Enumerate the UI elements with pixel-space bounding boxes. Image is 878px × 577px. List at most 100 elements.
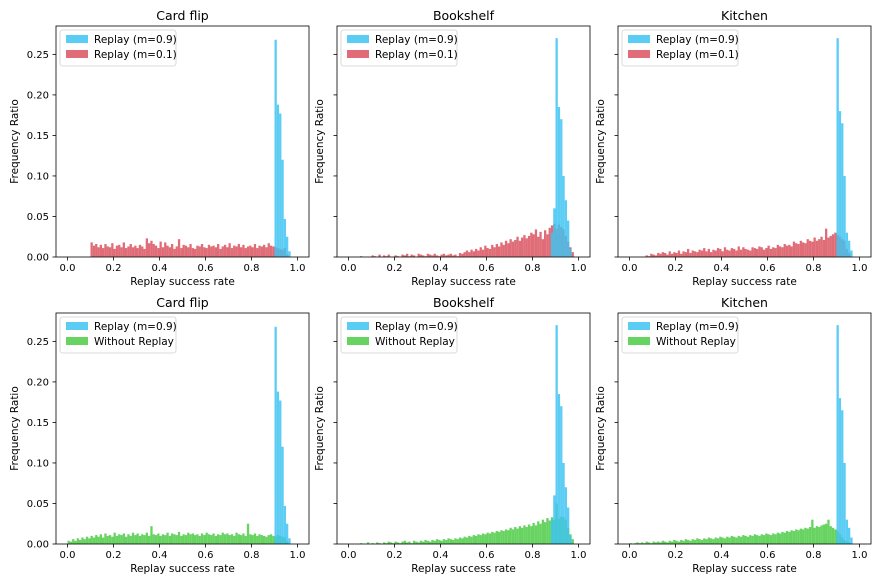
series-bars	[550, 38, 572, 257]
histogram-bar	[97, 247, 100, 257]
histogram-bar	[477, 534, 480, 544]
histogram-bar	[829, 235, 832, 257]
histogram-bar	[122, 242, 125, 257]
histogram-bar	[157, 533, 160, 544]
histogram-bar	[371, 543, 374, 544]
histogram-bar	[675, 252, 678, 257]
histogram-bar	[774, 534, 777, 544]
histogram-bar	[836, 325, 839, 544]
legend-swatch	[347, 50, 369, 58]
x-tick-label: 0.8	[244, 550, 260, 561]
histogram-bar	[753, 248, 756, 257]
histogram-bar	[829, 526, 832, 544]
histogram-bar	[514, 239, 517, 257]
x-tick-label: 0.8	[244, 263, 260, 274]
histogram-bar	[498, 531, 501, 544]
histogram-bar	[104, 533, 107, 544]
histogram-bar	[728, 250, 731, 257]
histogram-bar	[90, 535, 93, 544]
histogram-bar	[249, 534, 252, 544]
histogram-bar	[680, 539, 683, 544]
histogram-bar	[189, 244, 192, 257]
histogram-bar	[548, 227, 551, 257]
chart-title: Card flip	[156, 295, 209, 310]
histogram-bar	[661, 252, 664, 257]
x-tick-label: 0.0	[622, 263, 638, 274]
histogram-bar	[825, 523, 828, 544]
x-tick-label: 1.0	[852, 263, 868, 274]
legend-entry: Replay (m=0.9)	[94, 34, 177, 46]
histogram-bar	[148, 243, 151, 257]
histogram-bar	[166, 245, 169, 257]
histogram-bar	[194, 535, 197, 544]
histogram-bar	[127, 534, 130, 544]
histogram-bar	[723, 247, 727, 257]
histogram-bar	[244, 248, 247, 257]
histogram-bar	[438, 256, 441, 257]
histogram-bar	[449, 253, 452, 257]
histogram-bar	[659, 253, 662, 257]
histogram-bar	[495, 244, 498, 257]
histogram-bar	[767, 534, 770, 544]
histogram-bar	[396, 542, 400, 544]
histogram-bar	[790, 246, 793, 257]
y-tick-label: 0.00	[27, 253, 49, 264]
histogram-bar	[532, 234, 535, 257]
histogram-bar	[152, 244, 155, 257]
histogram-bar	[171, 533, 174, 544]
y-tick-label: 0.15	[27, 131, 49, 142]
histogram-bar	[81, 537, 84, 544]
histogram-bar	[99, 244, 102, 257]
histogram-bar	[445, 255, 448, 257]
histogram-bar	[472, 251, 475, 257]
histogram-bar	[843, 175, 846, 257]
histogram-bar	[246, 523, 250, 544]
legend: Replay (m=0.9) Replay (m=0.1)	[621, 29, 739, 67]
chart-panel: 0.0 0.2 0.4 0.6 0.8 1.0 Kitchen Replay success …	[595, 295, 872, 575]
histogram-bar	[180, 248, 183, 257]
histogram-bar	[500, 530, 503, 544]
histogram-bar	[684, 252, 687, 257]
legend-swatch	[66, 337, 88, 345]
histogram-bar	[83, 539, 86, 544]
histogram-bar	[433, 540, 436, 544]
series-bars	[360, 503, 574, 544]
histogram-bar	[802, 242, 805, 257]
histogram-bar	[841, 410, 844, 544]
histogram-bar	[691, 539, 694, 544]
histogram-bar	[440, 540, 443, 544]
histogram-bar	[461, 538, 464, 544]
histogram-bar	[546, 518, 549, 544]
histogram-bar	[696, 538, 699, 544]
histogram-bar	[744, 248, 747, 257]
histogram-bar	[406, 542, 409, 544]
histogram-bar	[263, 535, 266, 544]
histogram-bar	[523, 525, 526, 544]
histogram-bar	[92, 537, 96, 544]
histogram-bar	[419, 540, 423, 544]
histogram-bar	[435, 255, 439, 257]
histogram-bar	[758, 535, 761, 544]
x-tick-label: 0.8	[806, 263, 822, 274]
histogram-bar	[776, 532, 779, 544]
chart-panel: 0.0 0.2 0.4 0.6 0.8 1.0 Bookshelf Replay succes…	[314, 295, 591, 575]
histogram-bar	[707, 537, 710, 544]
histogram-bar	[555, 38, 558, 257]
histogram-bar	[550, 519, 554, 544]
histogram-bar	[650, 253, 653, 257]
histogram-bar	[410, 543, 413, 544]
histogram-bar	[553, 208, 556, 257]
histogram-bar	[161, 247, 165, 257]
histogram-bar	[684, 539, 687, 544]
histogram-bar	[530, 526, 533, 544]
histogram-bar	[502, 244, 505, 257]
x-tick-label: 0.0	[341, 550, 357, 561]
histogram-bar	[735, 537, 738, 544]
histogram-bar	[477, 250, 480, 257]
histogram-bar	[730, 535, 733, 544]
histogram-bar	[838, 111, 842, 258]
legend-box	[621, 316, 739, 354]
histogram-bar	[511, 241, 515, 257]
histogram-bar	[118, 244, 121, 257]
histogram-bar	[472, 535, 475, 544]
